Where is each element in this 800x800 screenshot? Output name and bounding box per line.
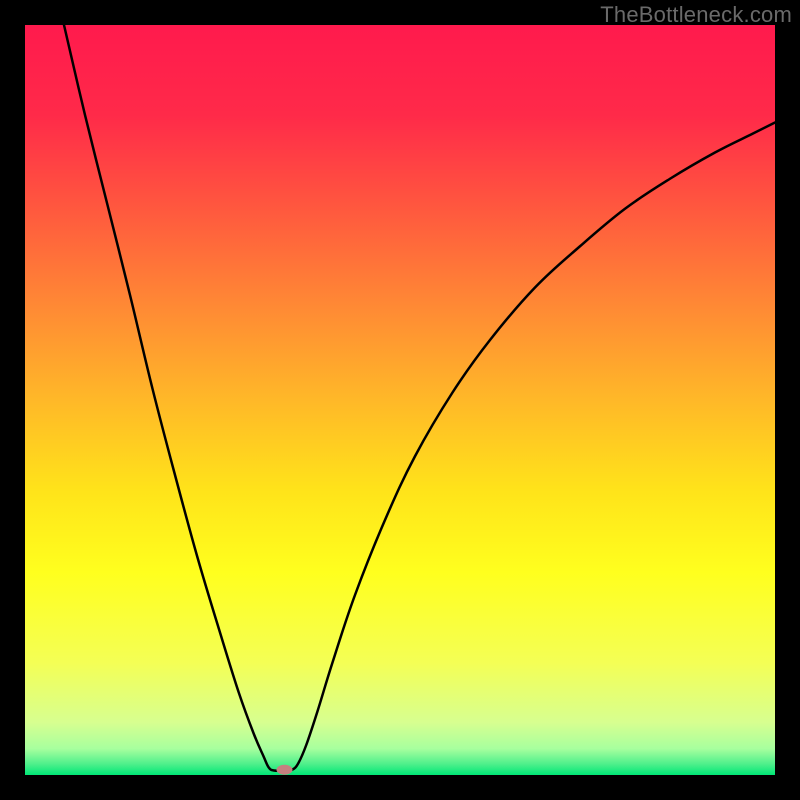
optimal-point-marker [277, 765, 293, 775]
chart-container: TheBottleneck.com [0, 0, 800, 800]
watermark-text: TheBottleneck.com [600, 2, 792, 28]
gradient-background [25, 25, 775, 775]
bottleneck-chart [0, 0, 800, 800]
